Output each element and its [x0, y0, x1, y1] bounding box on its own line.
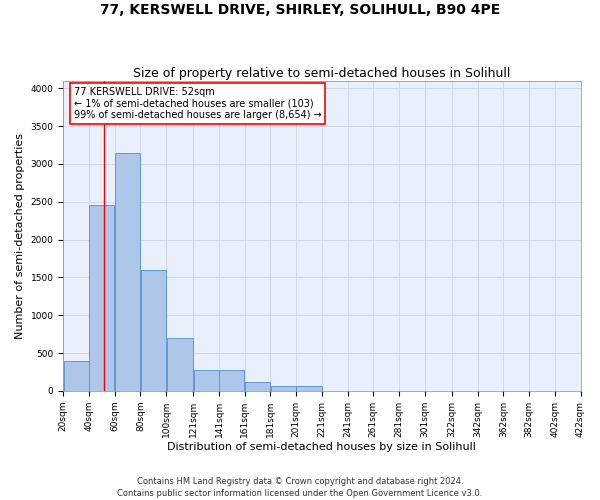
- Y-axis label: Number of semi-detached properties: Number of semi-detached properties: [15, 133, 25, 339]
- Bar: [141, 270, 166, 391]
- X-axis label: Distribution of semi-detached houses by size in Solihull: Distribution of semi-detached houses by …: [167, 442, 476, 452]
- Bar: [271, 386, 296, 391]
- Bar: [115, 152, 140, 391]
- Bar: [64, 360, 89, 391]
- Bar: [167, 338, 193, 391]
- Bar: [245, 382, 270, 391]
- Text: 77, KERSWELL DRIVE, SHIRLEY, SOLIHULL, B90 4PE: 77, KERSWELL DRIVE, SHIRLEY, SOLIHULL, B…: [100, 2, 500, 16]
- Text: 77 KERSWELL DRIVE: 52sqm
← 1% of semi-detached houses are smaller (103)
99% of s: 77 KERSWELL DRIVE: 52sqm ← 1% of semi-de…: [74, 87, 322, 120]
- Title: Size of property relative to semi-detached houses in Solihull: Size of property relative to semi-detach…: [133, 66, 511, 80]
- Bar: [219, 370, 244, 391]
- Bar: [296, 386, 322, 391]
- Text: Contains HM Land Registry data © Crown copyright and database right 2024.
Contai: Contains HM Land Registry data © Crown c…: [118, 476, 482, 498]
- Bar: [89, 206, 115, 391]
- Bar: [194, 370, 218, 391]
